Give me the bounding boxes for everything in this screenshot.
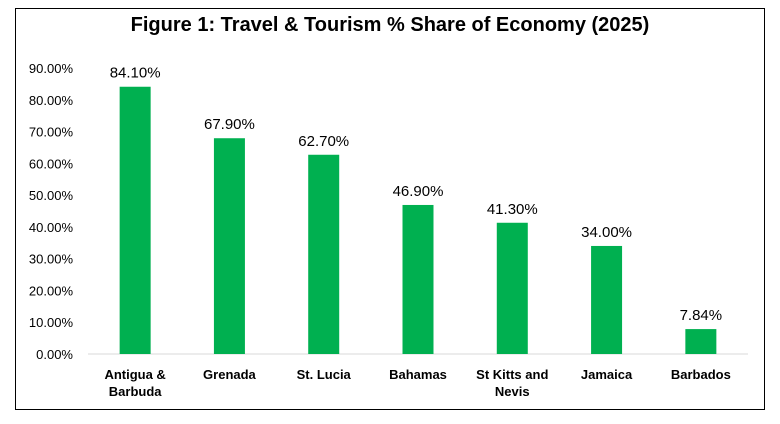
category-label: St Kitts and <box>476 367 548 382</box>
y-tick-label: 50.00% <box>29 188 74 203</box>
bar <box>308 154 340 354</box>
bar <box>591 245 623 354</box>
bar <box>496 222 528 354</box>
data-label: 41.30% <box>487 201 538 218</box>
y-tick-label: 10.00% <box>29 315 74 330</box>
bar <box>213 138 245 354</box>
data-label: 46.90% <box>393 183 444 200</box>
bar <box>402 204 434 354</box>
data-label: 67.90% <box>204 116 255 133</box>
y-tick-label: 20.00% <box>29 283 74 298</box>
data-label: 34.00% <box>581 224 632 241</box>
bar <box>119 86 151 354</box>
category-label: Barbados <box>671 367 731 382</box>
category-label: Nevis <box>495 384 530 399</box>
category-label: St. Lucia <box>297 367 352 382</box>
y-tick-label: 60.00% <box>29 156 74 171</box>
bar <box>685 329 717 354</box>
y-tick-label: 0.00% <box>36 347 73 362</box>
y-tick-label: 90.00% <box>29 61 74 76</box>
category-label: Bahamas <box>389 367 447 382</box>
y-tick-label: 80.00% <box>29 93 74 108</box>
data-label: 84.10% <box>110 65 161 82</box>
category-label: Jamaica <box>581 367 633 382</box>
category-label: Barbuda <box>109 384 163 399</box>
category-label: Antigua & <box>104 367 165 382</box>
y-tick-label: 30.00% <box>29 252 74 267</box>
category-label: Grenada <box>203 367 257 382</box>
data-label: 7.84% <box>680 307 723 324</box>
data-label: 62.70% <box>298 133 349 150</box>
y-tick-label: 70.00% <box>29 125 74 140</box>
y-tick-label: 40.00% <box>29 220 74 235</box>
chart-title: Figure 1: Travel & Tourism % Share of Ec… <box>130 14 650 36</box>
